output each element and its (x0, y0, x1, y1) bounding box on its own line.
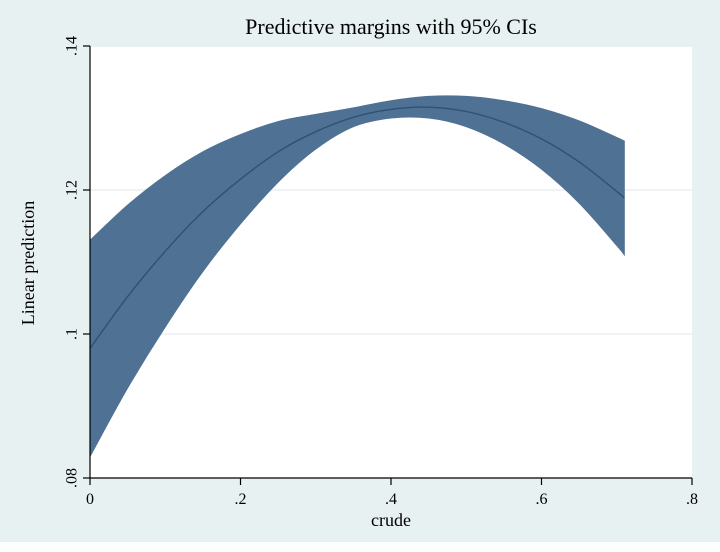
axes: .08 .1 .12 .14 0 .2 .4 .6 .8 (64, 36, 699, 508)
x-tick-label: 0 (86, 491, 94, 508)
x-tick-label: .8 (686, 491, 698, 508)
y-axis-title: Linear prediction (18, 200, 38, 326)
x-tick-label: .4 (385, 491, 397, 508)
confidence-band (89, 95, 625, 457)
y-tick-label: .14 (64, 36, 81, 56)
prediction-line (89, 106, 625, 349)
window-bottom-strip (0, 542, 720, 552)
chart-title: Predictive margins with 95% CIs (245, 14, 537, 39)
x-tick-label: .6 (536, 491, 548, 508)
x-tick-label: .2 (235, 491, 247, 508)
x-axis-title: crude (371, 510, 411, 530)
y-tick-label: .1 (64, 328, 81, 340)
y-tick-label: .12 (64, 180, 81, 200)
y-tick-label: .08 (64, 468, 81, 488)
